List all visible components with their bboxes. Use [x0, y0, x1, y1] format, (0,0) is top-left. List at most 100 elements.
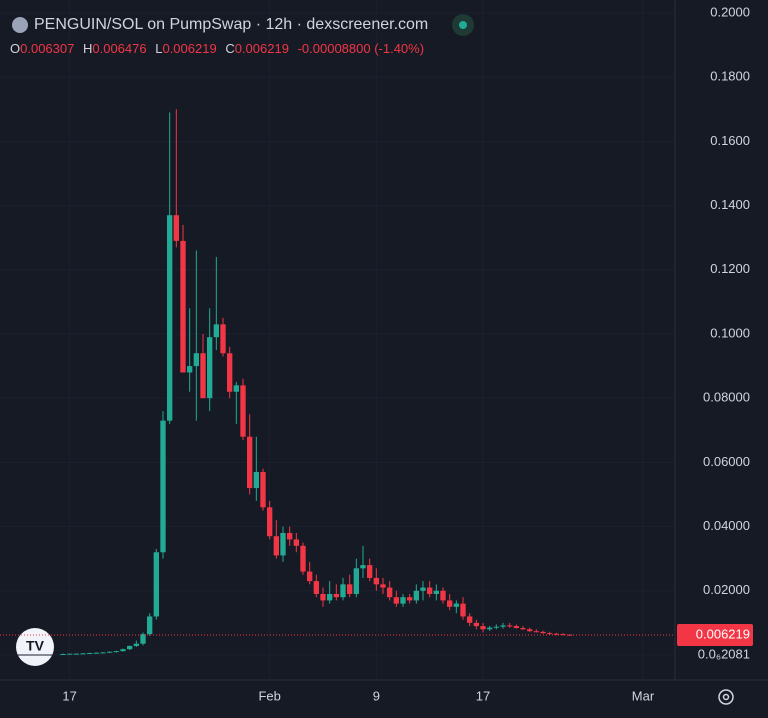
- candle-body: [507, 625, 513, 627]
- candle-body: [333, 593, 339, 598]
- y-tick-label: 0.02000: [703, 582, 750, 597]
- candle-body: [560, 634, 566, 636]
- candle-body: [113, 651, 119, 653]
- candle-body: [373, 577, 379, 585]
- label: O: [10, 41, 21, 56]
- candle-body: [300, 545, 306, 572]
- logo-mark: TV: [26, 638, 45, 654]
- candle-body: [447, 600, 453, 607]
- y-tick-label: 0.1000: [710, 325, 750, 340]
- candle-body: [93, 652, 99, 654]
- header: PENGUIN/SOL on PumpSwap · 12h · dexscree…: [12, 14, 475, 36]
- candle-body: [380, 584, 386, 588]
- candle-body: [153, 552, 159, 617]
- y-tick-label: 0.04000: [703, 518, 750, 533]
- candle-body: [347, 584, 353, 594]
- change: -0.00008800 (-1.40%): [297, 41, 425, 56]
- candle-body: [487, 627, 493, 630]
- candle-body: [427, 587, 433, 594]
- candle-body: [433, 590, 439, 594]
- candle-body: [493, 626, 499, 628]
- candle-body: [387, 587, 393, 598]
- candle-body: [280, 532, 286, 556]
- candle-body: [407, 597, 413, 601]
- candle-body: [240, 385, 246, 437]
- candle-body: [213, 324, 219, 338]
- candle-body: [413, 590, 419, 601]
- candle-body: [80, 653, 86, 655]
- candle-body: [133, 643, 139, 646]
- value: 0.006307: [20, 41, 75, 56]
- candle-body: [167, 215, 173, 421]
- x-tick-label: Mar: [632, 688, 655, 703]
- candle-body: [460, 603, 466, 617]
- last-price-box: [677, 624, 753, 647]
- candle-body: [467, 616, 473, 623]
- label: H: [82, 41, 93, 56]
- token-icon: [12, 17, 28, 33]
- candle-body: [140, 634, 146, 644]
- last-price-label: 0.006219: [696, 626, 750, 641]
- y-tick-label: 0.06000: [703, 454, 750, 469]
- candle-body: [293, 539, 299, 546]
- candle-body: [120, 649, 126, 652]
- status[interactable]: [452, 14, 475, 36]
- candle-body: [527, 629, 533, 632]
- candle-body: [100, 652, 106, 654]
- value: 0.006219: [234, 41, 289, 56]
- candle-body: [67, 653, 73, 655]
- candle-body: [227, 353, 233, 392]
- y-tick-label: 0.08000: [703, 390, 750, 405]
- candle-body: [260, 472, 266, 508]
- logo[interactable]: [16, 628, 54, 666]
- x-tick-label: Feb: [258, 688, 280, 703]
- candle-body: [540, 631, 546, 634]
- y-tick-label: 0.2000: [710, 4, 750, 19]
- candle-body: [420, 587, 426, 591]
- candle-body: [480, 626, 486, 630]
- candle-body: [367, 565, 373, 578]
- y-tick-label: 0.1200: [710, 261, 750, 276]
- candle-body: [513, 626, 519, 629]
- candle-body: [400, 597, 406, 604]
- y-tick-label: 0.0₆2081: [698, 646, 750, 661]
- candle-body: [553, 633, 559, 635]
- candle-body: [187, 366, 193, 373]
- ohlc-legend: O0.006307 H0.006476 L0.006219 C0.006219 …: [10, 41, 429, 56]
- candle-body: [393, 597, 399, 604]
- candle-body: [73, 653, 79, 655]
- candle-body: [147, 616, 153, 635]
- candle-body: [320, 593, 326, 601]
- candle-body: [253, 472, 259, 489]
- x-tick-label: 17: [62, 688, 76, 703]
- candle-body: [87, 653, 93, 655]
- x-tick-label: 17: [476, 688, 490, 703]
- candle-body: [440, 590, 446, 601]
- y-tick-label: 0.1400: [710, 197, 750, 212]
- label: C: [225, 41, 235, 56]
- candle-body: [500, 625, 506, 627]
- candle-body: [207, 337, 213, 399]
- candle-body: [287, 532, 293, 540]
- candle-body: [360, 565, 366, 569]
- chart-title: PENGUIN/SOL on PumpSwap · 12h · dexscree…: [34, 16, 429, 33]
- x-tick-label: 9: [373, 688, 380, 703]
- settings-icon[interactable]: [718, 689, 734, 705]
- candle-body: [327, 593, 333, 601]
- value: 0.006219: [162, 41, 217, 56]
- candle-body: [233, 385, 239, 392]
- candle-body: [547, 633, 553, 635]
- candle-body: [307, 571, 313, 582]
- candle-body: [193, 353, 199, 367]
- value: 0.006476: [92, 41, 147, 56]
- candle-body: [107, 651, 113, 653]
- settings-icon-center: [722, 693, 730, 701]
- candle-body: [160, 420, 166, 553]
- candle-body: [200, 353, 206, 399]
- candle-body: [353, 568, 359, 594]
- candle-body: [533, 631, 539, 633]
- candle-body: [60, 654, 66, 656]
- candle-body: [313, 581, 319, 594]
